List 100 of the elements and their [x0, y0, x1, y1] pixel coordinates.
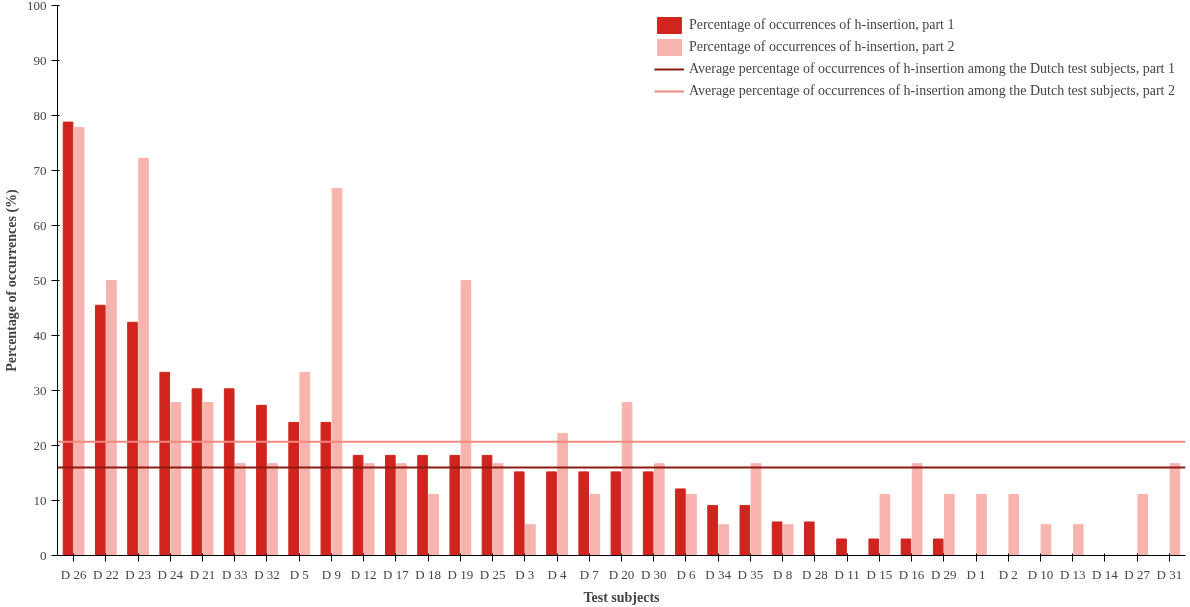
- bar: [911, 463, 923, 556]
- bar: [642, 471, 654, 556]
- bar: [320, 421, 332, 556]
- bar: [589, 493, 601, 556]
- x-tick-label: D 7: [579, 566, 600, 582]
- bar: [481, 454, 493, 556]
- y-tick-label: 80: [33, 107, 47, 123]
- x-tick-label: D 8: [773, 566, 793, 582]
- y-tick-label: 100: [27, 0, 47, 13]
- bar: [127, 321, 138, 556]
- x-tick-label: D 11: [834, 566, 860, 582]
- bar: [653, 463, 665, 556]
- bar: [718, 524, 730, 556]
- x-tick-label: D 21: [189, 566, 216, 582]
- bar: [621, 402, 633, 556]
- x-tick-label: D 29: [930, 566, 957, 582]
- x-tick-label: D 1: [966, 566, 986, 582]
- x-tick-label: D 27: [1124, 566, 1151, 582]
- bar: [900, 538, 912, 556]
- x-tick-label: D 19: [447, 566, 474, 582]
- bar: [234, 463, 246, 556]
- bar: [492, 463, 504, 556]
- bar: [1008, 493, 1020, 556]
- bar: [299, 371, 311, 556]
- x-tick-label: D 25: [479, 566, 506, 582]
- legend-label: Percentage of occurrences of h-insertion, part 2: [688, 39, 955, 55]
- x-tick-label: D 14: [1092, 566, 1119, 582]
- bar: [428, 493, 440, 556]
- x-tick-label: D 35: [737, 566, 764, 582]
- bar: [417, 454, 428, 556]
- bar: [525, 524, 536, 556]
- bar: [1169, 463, 1181, 556]
- bar: [223, 388, 235, 556]
- bar: [288, 421, 299, 556]
- bar: [707, 504, 718, 556]
- bar: [803, 521, 815, 556]
- x-tick-label: D 23: [125, 566, 151, 582]
- y-tick-label: 40: [33, 327, 47, 343]
- x-tick-label: D 9: [321, 566, 342, 582]
- bar: [868, 538, 880, 556]
- x-axis-title: Test subjects: [583, 589, 661, 605]
- y-tick-label: 90: [33, 52, 47, 68]
- bar: [170, 402, 182, 556]
- bar: [202, 402, 214, 556]
- bar: [976, 493, 987, 556]
- x-tick-label: D 24: [157, 566, 184, 582]
- x-tick-label: D 17: [383, 566, 410, 582]
- bar: [932, 538, 944, 556]
- x-tick-label: D 16: [898, 566, 925, 582]
- x-tick-label: D 13: [1059, 566, 1086, 582]
- bar: [191, 388, 203, 556]
- bar: [879, 493, 891, 556]
- bar: [836, 538, 847, 556]
- bar: [739, 504, 751, 556]
- bar: [771, 521, 783, 556]
- x-tick-label: D 2: [998, 566, 1018, 582]
- bar: [578, 471, 590, 556]
- y-tick-label: 10: [33, 492, 47, 508]
- x-tick-label: D 4: [547, 566, 568, 582]
- bar: [256, 404, 267, 556]
- x-tick-label: D 28: [802, 566, 828, 582]
- y-axis-title: Percentage of occurrences (%): [4, 188, 20, 372]
- y-tick-label: 30: [33, 382, 47, 398]
- bar: [460, 280, 472, 556]
- bar: [750, 463, 762, 556]
- bar: [159, 371, 171, 556]
- bar: [1137, 493, 1149, 556]
- y-tick-label: 50: [33, 272, 47, 288]
- bar: [396, 463, 407, 556]
- bar: [352, 454, 364, 556]
- x-tick-label: D 10: [1027, 566, 1054, 582]
- x-tick-label: D 26: [60, 566, 87, 582]
- x-tick-label: D 22: [93, 566, 119, 582]
- legend-label: Percentage of occurrences of h-insertion, part 1: [688, 17, 955, 33]
- legend-label: Average percentage of occurrences of h-insertion among the Dutch test subjects, part 1: [688, 61, 1175, 77]
- x-tick-label: D 20: [608, 566, 635, 582]
- x-tick-label: D 12: [350, 566, 377, 582]
- legend-label: Average percentage of occurrences of h-insertion among the Dutch test subjects, part 2: [688, 83, 1175, 99]
- bar: [62, 121, 74, 556]
- bar: [363, 463, 375, 556]
- bar: [267, 463, 278, 556]
- x-tick-label: D 5: [289, 566, 309, 582]
- bar: [944, 493, 955, 556]
- bar: [675, 488, 686, 556]
- bar: [94, 304, 106, 556]
- bar: [610, 471, 622, 556]
- bar: [73, 127, 85, 556]
- y-tick-label: 60: [33, 217, 47, 233]
- bar: [1072, 524, 1084, 556]
- x-tick-label: D 6: [676, 566, 697, 582]
- bar: [686, 493, 697, 556]
- bar: [106, 280, 117, 556]
- y-tick-label: 0: [40, 547, 47, 563]
- x-tick-label: D 32: [254, 566, 280, 582]
- bar: [557, 432, 568, 556]
- x-tick-label: D 15: [866, 566, 893, 582]
- bar: [546, 471, 557, 556]
- bar: [1040, 524, 1052, 556]
- x-tick-label: D 34: [705, 566, 732, 582]
- bar: [449, 454, 461, 556]
